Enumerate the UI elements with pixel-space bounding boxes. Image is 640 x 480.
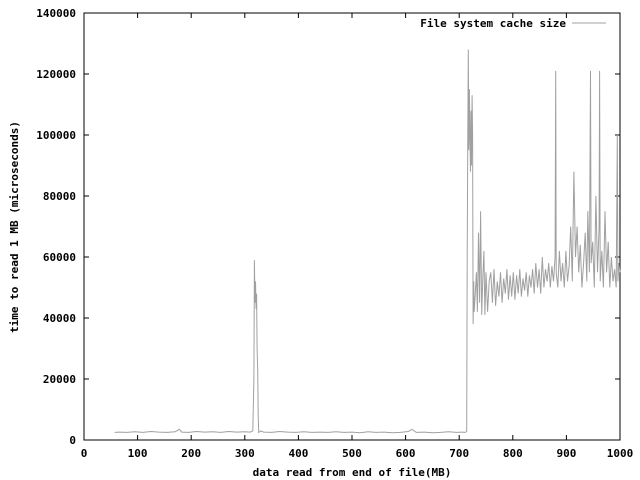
- y-tick-label: 0: [69, 434, 76, 447]
- y-tick-label: 140000: [36, 7, 76, 20]
- x-tick-label: 700: [449, 447, 469, 460]
- axis-tick-labels: 0 100 200 300 400 500 600 700 800 900 1000 0 20000 40…: [36, 7, 633, 460]
- series-line: [114, 49, 621, 434]
- x-tick-label: 800: [503, 447, 523, 460]
- x-tick-label: 200: [181, 447, 201, 460]
- x-tick-label: 100: [128, 447, 148, 460]
- legend: File system cache size: [420, 17, 606, 30]
- y-tick-label: 40000: [43, 312, 76, 325]
- y-tick-label: 80000: [43, 190, 76, 203]
- x-tick-label: 0: [81, 447, 88, 460]
- y-axis-label: time to read 1 MB (microseconds): [8, 121, 21, 333]
- legend-label: File system cache size: [420, 17, 566, 30]
- axis-ticks: [83, 12, 621, 441]
- x-tick-label: 400: [288, 447, 308, 460]
- series-layer: [114, 49, 621, 434]
- plot-frame: [83, 12, 621, 441]
- x-tick-label: 500: [342, 447, 362, 460]
- y-tick-label: 20000: [43, 373, 76, 386]
- y-tick-label: 60000: [43, 251, 76, 264]
- x-tick-label: 900: [556, 447, 576, 460]
- x-tick-label: 1000: [607, 447, 634, 460]
- x-tick-label: 300: [235, 447, 255, 460]
- y-tick-label: 100000: [36, 129, 76, 142]
- y-tick-label: 120000: [36, 68, 76, 81]
- x-axis-label: data read from end of file(MB): [253, 466, 452, 479]
- x-tick-label: 600: [396, 447, 416, 460]
